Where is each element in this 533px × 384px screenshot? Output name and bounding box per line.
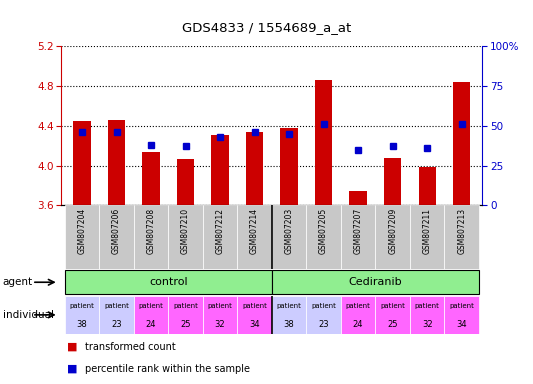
Bar [237, 296, 272, 334]
Text: Cediranib: Cediranib [349, 277, 402, 287]
Text: patient: patient [311, 303, 336, 310]
Bar [64, 296, 99, 334]
Text: 25: 25 [180, 320, 191, 329]
Bar [418, 167, 436, 205]
Text: GSM807211: GSM807211 [423, 208, 432, 254]
Bar [453, 82, 470, 205]
Text: patient: patient [415, 303, 440, 310]
Text: GSM807209: GSM807209 [388, 208, 397, 254]
Text: patient: patient [277, 303, 302, 310]
Text: 38: 38 [284, 320, 294, 329]
Text: patient: patient [380, 303, 405, 310]
Text: 23: 23 [111, 320, 122, 329]
Bar [168, 296, 203, 334]
Bar [272, 296, 306, 334]
Bar [203, 205, 237, 269]
Bar [134, 205, 168, 269]
Text: 24: 24 [146, 320, 156, 329]
Bar [272, 270, 479, 294]
Text: GSM807207: GSM807207 [353, 208, 362, 254]
Text: GSM807204: GSM807204 [77, 208, 86, 254]
Bar [375, 296, 410, 334]
Bar [272, 205, 306, 269]
Bar [341, 296, 375, 334]
Bar [445, 296, 479, 334]
Text: GSM807212: GSM807212 [215, 208, 224, 254]
Text: GSM807208: GSM807208 [147, 208, 156, 254]
Text: 32: 32 [215, 320, 225, 329]
Text: 32: 32 [422, 320, 432, 329]
Bar [142, 152, 160, 205]
Text: patient: patient [208, 303, 232, 310]
Text: percentile rank within the sample: percentile rank within the sample [85, 364, 251, 374]
Bar [246, 132, 263, 205]
Text: 34: 34 [456, 320, 467, 329]
Bar [237, 205, 272, 269]
Text: GSM807214: GSM807214 [250, 208, 259, 254]
Bar [99, 296, 134, 334]
Text: 25: 25 [387, 320, 398, 329]
Bar [350, 192, 367, 205]
Text: individual: individual [3, 310, 54, 320]
Bar [410, 296, 445, 334]
Bar [212, 135, 229, 205]
Text: agent: agent [3, 277, 33, 287]
Bar [168, 205, 203, 269]
Bar [203, 296, 237, 334]
Bar [64, 270, 272, 294]
Text: patient: patient [242, 303, 267, 310]
Text: patient: patient [449, 303, 474, 310]
Bar [410, 205, 445, 269]
Bar [384, 157, 401, 205]
Bar [280, 128, 298, 205]
Text: patient: patient [104, 303, 129, 310]
Text: GSM807206: GSM807206 [112, 208, 121, 254]
Text: patient: patient [173, 303, 198, 310]
Text: patient: patient [139, 303, 164, 310]
Text: patient: patient [346, 303, 370, 310]
Bar [341, 205, 375, 269]
Bar [315, 80, 332, 205]
Text: 34: 34 [249, 320, 260, 329]
Bar [64, 205, 99, 269]
Bar [177, 159, 194, 205]
Text: 38: 38 [77, 320, 87, 329]
Bar [99, 205, 134, 269]
Text: 24: 24 [353, 320, 364, 329]
Text: transformed count: transformed count [85, 342, 176, 352]
Bar [445, 205, 479, 269]
Text: GDS4833 / 1554689_a_at: GDS4833 / 1554689_a_at [182, 21, 351, 34]
Bar [108, 120, 125, 205]
Bar [74, 121, 91, 205]
Bar [306, 205, 341, 269]
Text: ■: ■ [67, 364, 77, 374]
Text: GSM807213: GSM807213 [457, 208, 466, 254]
Text: 23: 23 [318, 320, 329, 329]
Text: GSM807203: GSM807203 [285, 208, 294, 254]
Text: GSM807210: GSM807210 [181, 208, 190, 254]
Bar [375, 205, 410, 269]
Bar [134, 296, 168, 334]
Text: GSM807205: GSM807205 [319, 208, 328, 254]
Text: control: control [149, 277, 188, 287]
Text: patient: patient [70, 303, 94, 310]
Bar [306, 296, 341, 334]
Text: ■: ■ [67, 342, 77, 352]
